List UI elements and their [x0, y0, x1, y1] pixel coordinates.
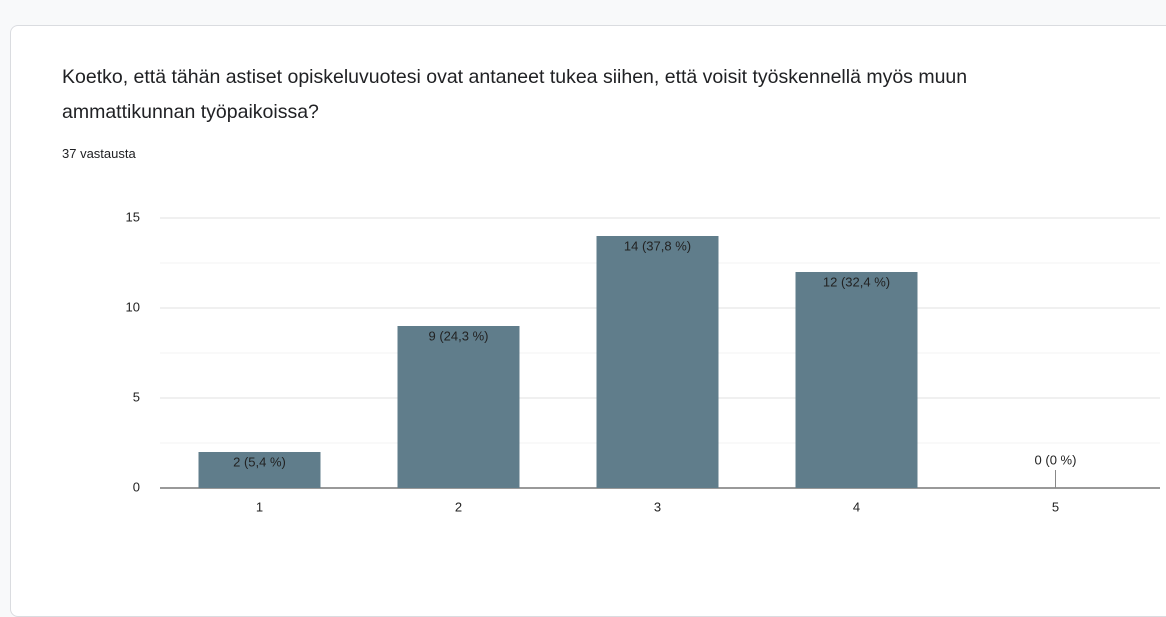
value-label: 12 (32,4 %)	[823, 274, 890, 289]
bar	[596, 236, 719, 488]
response-count: 37 vastausta	[62, 146, 136, 161]
value-label: 14 (37,8 %)	[624, 238, 691, 253]
y-tick-label: 5	[133, 389, 140, 404]
x-tick-label: 5	[1052, 499, 1059, 514]
question-title: Koetko, että tähän astiset opiskeluvuote…	[62, 66, 968, 123]
value-label: 0 (0 %)	[1035, 452, 1077, 467]
chart: 0 5 10 15 1 2 (5,4 %) 2 9 (24,3 %) 3 14 (37,8 %) 4…	[126, 209, 1160, 514]
x-tick-label: 4	[853, 499, 860, 514]
x-tick-label: 2	[455, 499, 462, 514]
x-tick-label: 3	[654, 499, 661, 514]
x-tick-label: 1	[256, 499, 263, 514]
bar	[198, 452, 321, 488]
page: Koetko, että tähän astiset opiskeluvuote…	[10, 25, 1166, 617]
value-label: 9 (24,3 %)	[429, 328, 489, 343]
y-tick-label: 15	[126, 209, 140, 224]
y-tick-label: 10	[126, 299, 140, 314]
value-label: 2 (5,4 %)	[233, 454, 286, 469]
card	[10, 25, 1166, 617]
bar	[795, 272, 918, 488]
y-tick-label: 0	[133, 479, 140, 494]
bar	[397, 326, 520, 488]
